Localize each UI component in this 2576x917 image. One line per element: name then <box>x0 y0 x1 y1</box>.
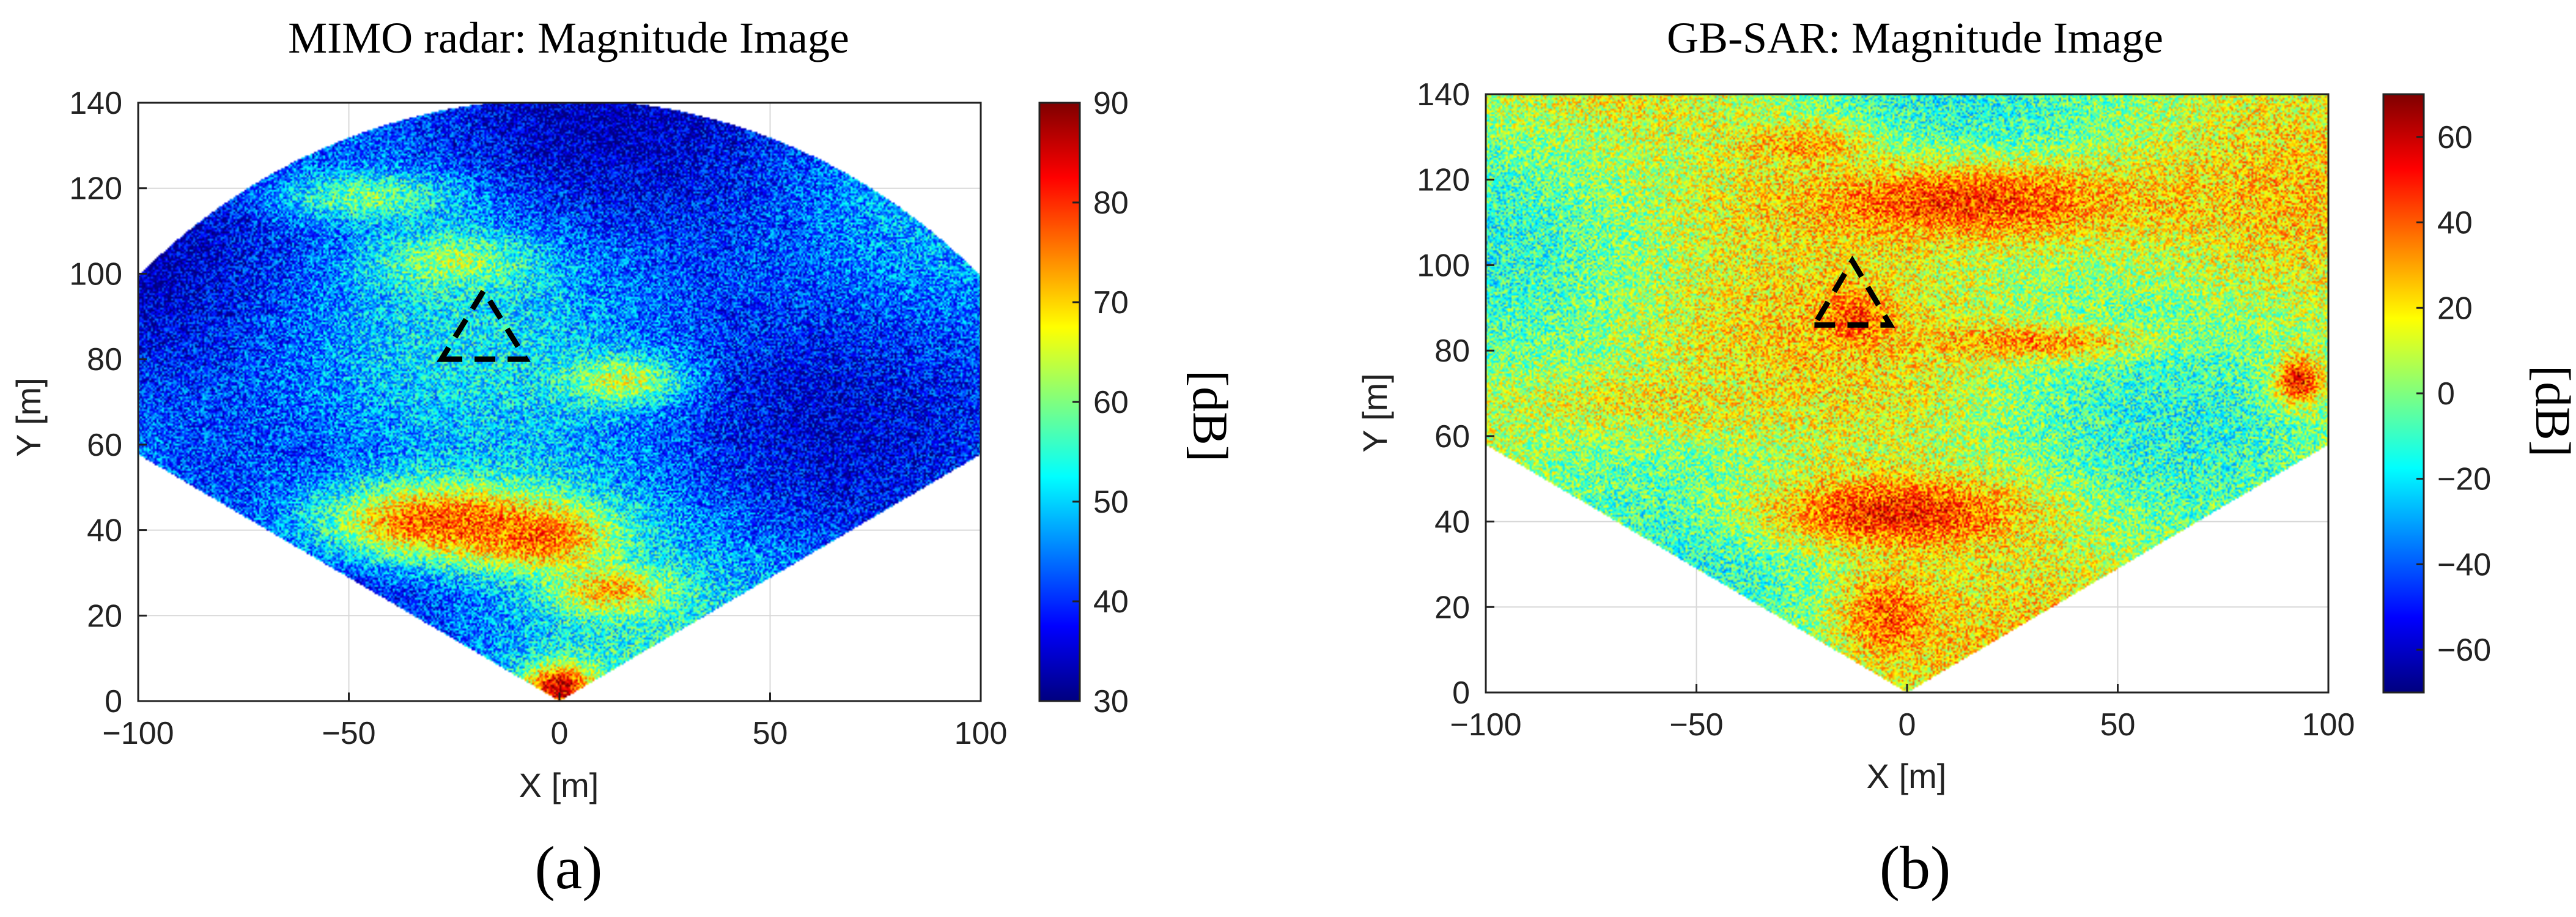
colorbar-tick-label: 30 <box>1093 684 1129 719</box>
y-axis-label: Y [m] <box>9 377 48 457</box>
y-tick-label: 100 <box>1417 248 1470 283</box>
y-tick-label: 120 <box>69 171 122 207</box>
x-tick-label: −50 <box>1669 707 1723 743</box>
chart-title: GB-SAR: Magnitude Image <box>1667 13 2163 62</box>
x-axis-ticks: −100 −50 0 50 100 <box>1450 684 2355 743</box>
x-tick-label: −100 <box>1450 707 1521 743</box>
magnitude-heatmap <box>1486 94 2328 692</box>
x-tick-label: 50 <box>2100 707 2136 743</box>
figure-caption-b: (b) <box>1880 834 1951 902</box>
magnitude-heatmap <box>138 103 981 701</box>
chart-title: MIMO radar: Magnitude Image <box>288 13 849 62</box>
colorbar-tick-label: 20 <box>2437 291 2473 326</box>
x-tick-label: 50 <box>753 716 788 751</box>
colorbar-tick-label: 0 <box>2437 376 2455 412</box>
colorbar-ticks: 30 40 50 60 70 80 90 <box>1072 86 1129 719</box>
colorbar-tick-label: 90 <box>1093 86 1129 121</box>
y-tick-label: 120 <box>1417 163 1470 198</box>
colorbar-tick-label: 80 <box>1093 185 1129 221</box>
y-tick-label: 140 <box>1417 77 1470 113</box>
y-tick-label: 20 <box>87 598 122 634</box>
y-axis-label: Y [m] <box>1356 373 1394 453</box>
colorbar-ticks: −60 −40 −20 0 20 40 60 <box>2416 120 2491 668</box>
y-tick-label: 20 <box>1434 590 1470 625</box>
y-tick-label: 80 <box>1434 333 1470 369</box>
y-tick-label: 60 <box>1434 419 1470 455</box>
figure-caption-a: (a) <box>535 834 603 902</box>
x-axis-label: X [m] <box>1867 757 1947 795</box>
colorbar-label: [dB] <box>1183 370 1238 462</box>
x-tick-label: −100 <box>102 716 174 751</box>
y-tick-label: 0 <box>105 684 122 719</box>
colorbar-tick-label: 40 <box>1093 584 1129 620</box>
y-tick-label: 100 <box>69 256 122 292</box>
target-triangle-annotation <box>437 285 531 362</box>
colorbar-label: [dB] <box>2525 365 2576 457</box>
panel-mimo-radar: MIMO radar: Magnitude Image −100 −50 0 50 10… <box>9 13 1238 902</box>
y-tick-label: 40 <box>87 513 122 549</box>
colorbar-tick-label: 40 <box>2437 206 2473 241</box>
x-tick-label: 100 <box>954 716 1008 751</box>
x-tick-label: 0 <box>1899 707 1916 743</box>
colorbar-tick-label: 50 <box>1093 484 1129 520</box>
y-axis-ticks: 0 20 40 60 80 100 120 140 <box>1417 77 1494 711</box>
x-axis-label: X [m] <box>519 766 599 804</box>
y-tick-label: 80 <box>87 342 122 377</box>
y-tick-label: 40 <box>1434 505 1470 540</box>
colorbar-tick-label: −20 <box>2437 462 2491 497</box>
x-tick-label: 0 <box>551 716 569 751</box>
y-tick-label: 60 <box>87 428 122 463</box>
y-axis-ticks: 0 20 40 60 80 100 120 140 <box>69 86 147 719</box>
colorbar-tick-label: −40 <box>2437 547 2491 582</box>
panel-gb-sar: GB-SAR: Magnitude Image −100 −50 0 50 100 0 2… <box>1356 13 2576 902</box>
y-tick-label: 140 <box>69 86 122 121</box>
target-triangle-annotation <box>1809 255 1895 328</box>
colorbar-tick-label: 60 <box>1093 385 1129 420</box>
x-axis-ticks: −100 −50 0 50 100 <box>102 692 1007 751</box>
colorbar-tick-label: 60 <box>2437 120 2473 155</box>
x-tick-label: 100 <box>2302 707 2355 743</box>
y-tick-label: 0 <box>1452 675 1470 711</box>
colorbar-tick-label: 70 <box>1093 285 1129 321</box>
colorbar-tick-label: −60 <box>2437 633 2491 668</box>
x-tick-label: −50 <box>322 716 375 751</box>
